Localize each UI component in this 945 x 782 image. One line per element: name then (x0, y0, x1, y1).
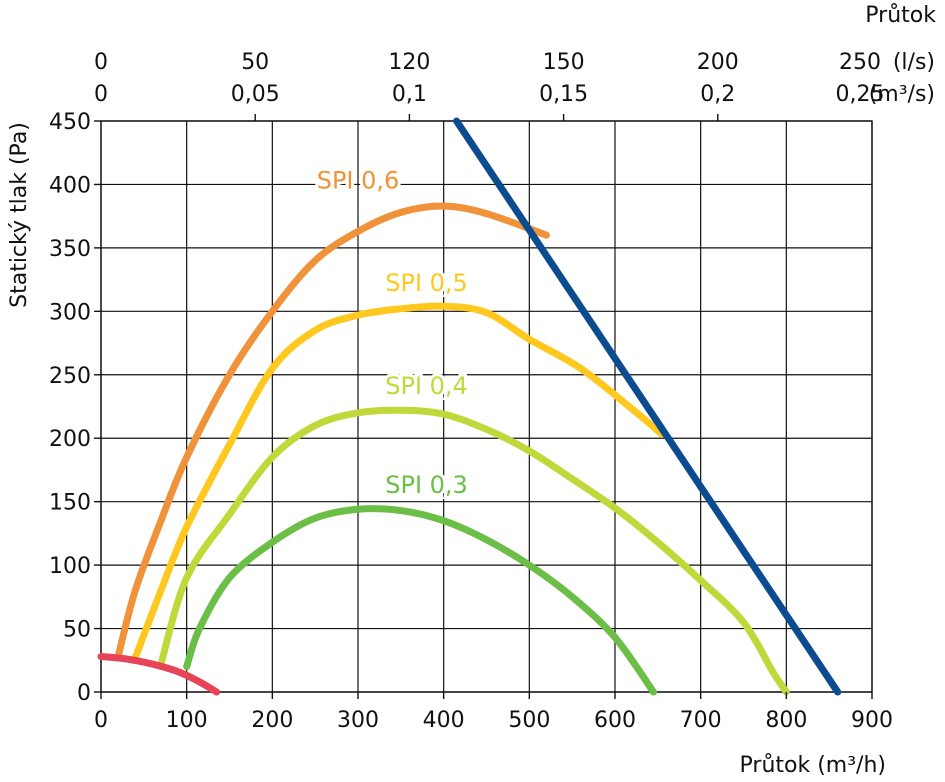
y-tick-label: 150 (49, 491, 91, 516)
y-tick-label: 50 (63, 618, 91, 643)
x-tick-label: 400 (423, 708, 465, 733)
y-tick-label: 350 (49, 237, 91, 262)
spi-06-curve (114, 202, 550, 660)
x-axis-title: Průtok (m³/h) (740, 753, 886, 778)
top-tick-label: 50 (241, 50, 269, 75)
series-label: SPI 0,6 (317, 166, 400, 194)
spi-04-curve (157, 406, 790, 696)
curves: SPI 0,6 SPI 0,5 SPI 0,4 SPI 0,3 (97, 117, 842, 696)
top-tick-label: 120 (388, 50, 430, 75)
y-axis: Statický tlak (Pa) 0 50 100 150 200 250 300 350… (7, 110, 101, 706)
x-tick-label: 800 (765, 708, 807, 733)
top-tick-label: 0 (94, 50, 108, 75)
y-tick-label: 400 (49, 173, 91, 198)
spi-05-curve (131, 302, 666, 662)
x-tick-label: 700 (680, 708, 722, 733)
x-axis: Průtok (m³/h) 0 100 200 300 400 500 600 700 800 9… (94, 692, 893, 778)
top-tick-label: 150 (543, 50, 585, 75)
top-tick-label: 0,15 (539, 82, 588, 107)
y-tick-label: 100 (49, 554, 91, 579)
plot-frame (100, 120, 873, 693)
series-label: SPI 0,5 (385, 269, 468, 297)
top-axis-unit: (l/s) (893, 50, 935, 75)
top-tick-label: 0,1 (392, 82, 427, 107)
x-tick-label: 100 (166, 708, 208, 733)
x-tick-label: 200 (251, 708, 293, 733)
top-axis-title: Průtok (865, 3, 936, 28)
y-tick-label: 250 (49, 364, 91, 389)
grid (100, 120, 873, 693)
x-tick-label: 0 (94, 708, 108, 733)
y-axis-title: Statický tlak (Pa) (7, 122, 32, 308)
y-tick-label: 300 (49, 300, 91, 325)
y-tick-label: 0 (77, 681, 91, 706)
top-axis-unit: (m³/s) (869, 82, 935, 107)
y-tick-label: 450 (49, 110, 91, 135)
max-airflow-line (453, 117, 842, 696)
top-flow-axis: Průtok 0 50 120 150 200 250 (l/s) 0 0,05 0,1 0,15 0… (94, 3, 936, 121)
top-tick-label: 0,2 (700, 82, 735, 107)
spi-03-curve (183, 505, 658, 696)
series-label: SPI 0,4 (385, 372, 468, 400)
x-tick-label: 300 (337, 708, 379, 733)
top-tick-label: 0,05 (231, 82, 280, 107)
x-tick-label: 600 (594, 708, 636, 733)
duct-resistance-curve (97, 652, 221, 696)
series-label: SPI 0,3 (385, 471, 468, 499)
x-tick-label: 900 (851, 708, 893, 733)
x-tick-label: 500 (508, 708, 550, 733)
top-tick-label: 0 (94, 82, 108, 107)
top-tick-label: 0,25 (836, 82, 885, 107)
y-tick-label: 200 (49, 427, 91, 452)
top-tick-label: 250 (839, 50, 881, 75)
top-tick-label: 200 (697, 50, 739, 75)
